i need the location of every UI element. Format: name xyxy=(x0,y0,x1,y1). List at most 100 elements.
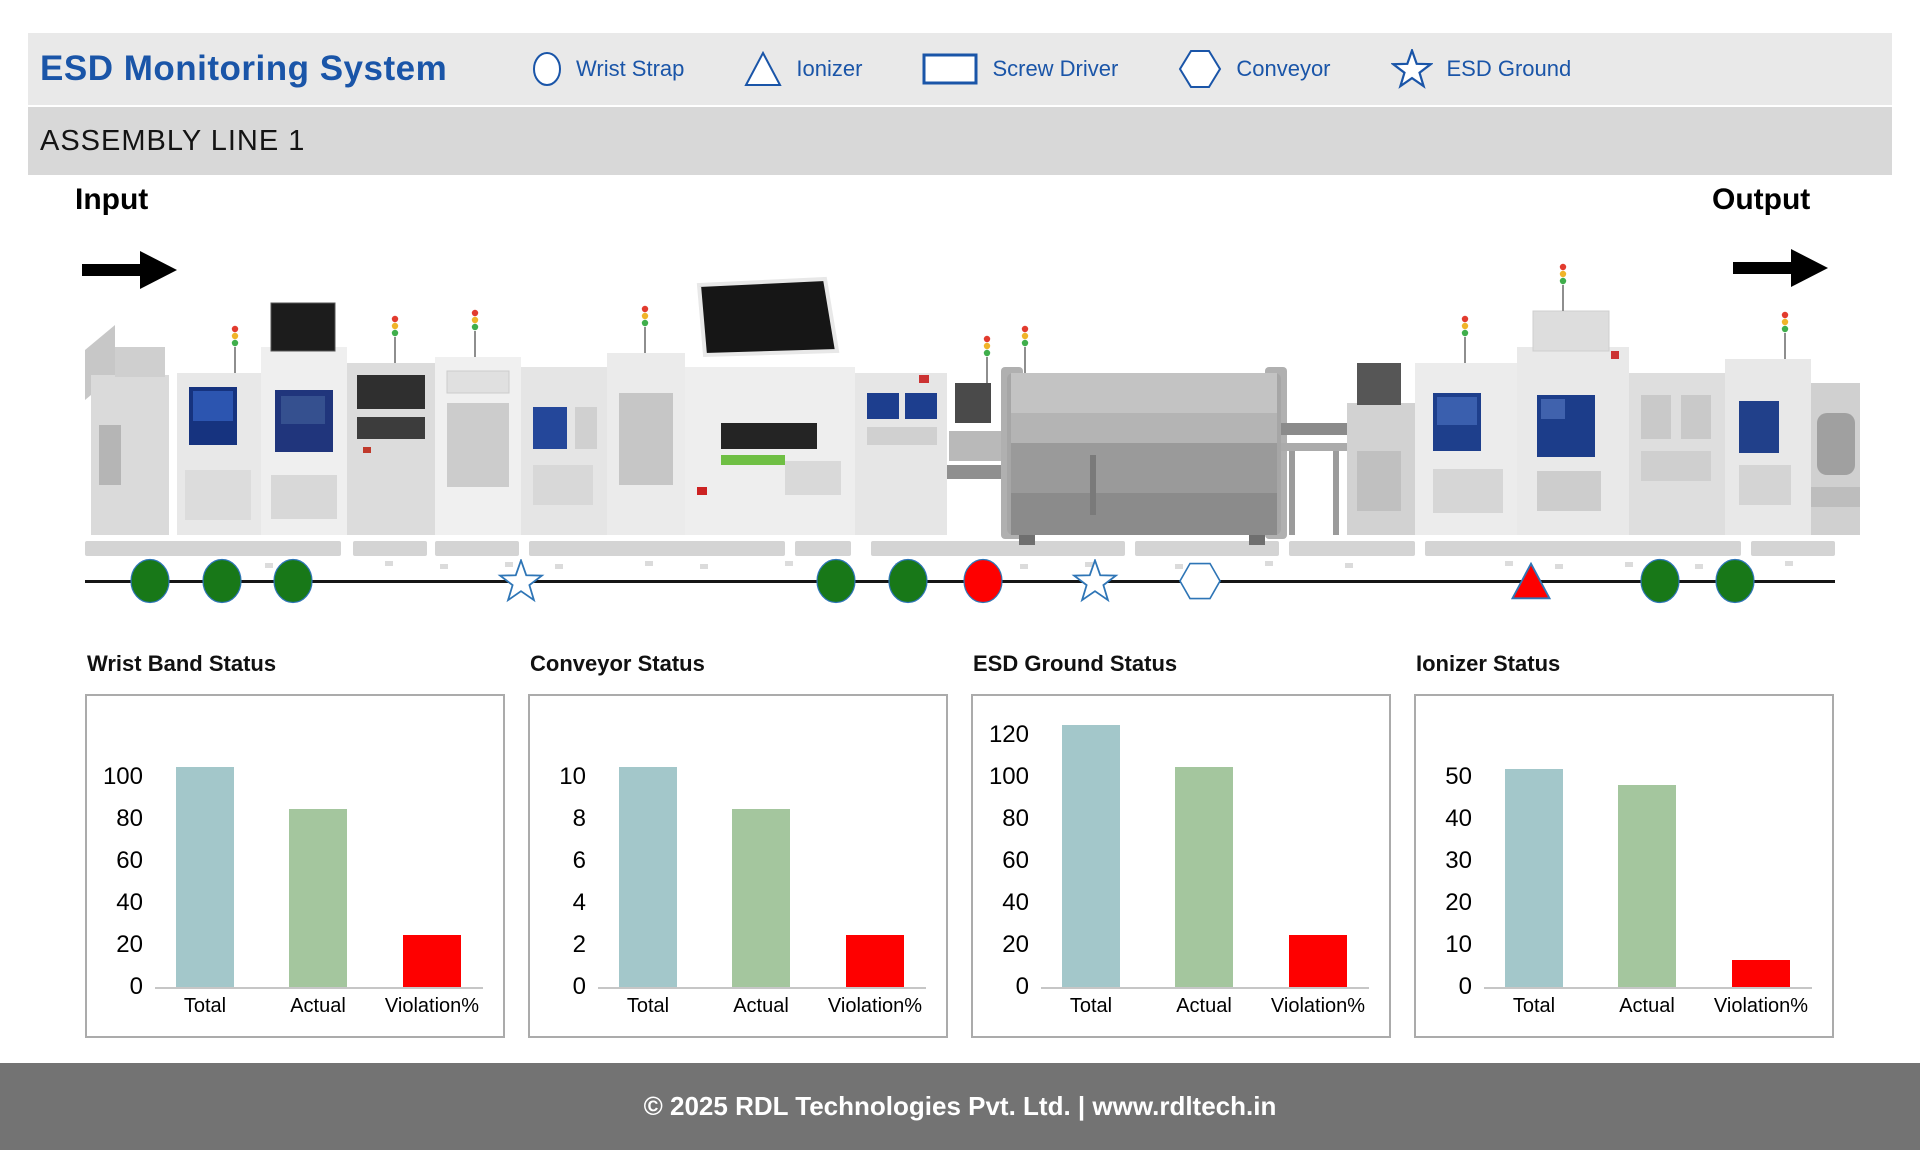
esd-ground-marker[interactable] xyxy=(497,559,545,603)
output-label: Output xyxy=(1712,183,1811,216)
wrist-strap-circle-icon xyxy=(533,52,561,86)
y-tick-label: 40 xyxy=(1445,805,1472,832)
x-axis xyxy=(1484,987,1812,989)
wrist-strap-marker[interactable] xyxy=(1715,558,1755,604)
y-tick-label: 0 xyxy=(1015,973,1029,1000)
y-tick-label: 6 xyxy=(572,847,586,874)
bar-total xyxy=(176,766,234,987)
legend-item-screw-driver: Screw Driver xyxy=(922,53,1118,85)
assembly-line-illustration xyxy=(85,263,1860,569)
conveyor-hexagon-icon xyxy=(1179,50,1222,88)
chart-conveyor: Conveyor Status 0 2 4 6 8 10 Total Actual Violat… xyxy=(528,642,948,1038)
status-track xyxy=(85,580,1835,583)
x-category-label: Total xyxy=(183,995,227,1017)
x-category-label: Violation% xyxy=(1713,995,1809,1017)
legend-label: Ionizer xyxy=(796,56,863,81)
chart-title: Conveyor Status xyxy=(530,651,705,676)
bar-violation xyxy=(846,934,904,987)
bar-actual xyxy=(1618,785,1676,987)
chart-title: Ionizer Status xyxy=(1416,651,1561,676)
x-category-label: Actual xyxy=(290,995,346,1017)
footer-text: © 2025 RDL Technologies Pvt. Ltd. | www.… xyxy=(643,1091,1277,1121)
x-category-label: Violation% xyxy=(384,995,480,1017)
bar-violation xyxy=(1732,959,1790,987)
screw-driver-rect-icon xyxy=(922,53,978,85)
wrist-strap-marker[interactable] xyxy=(887,558,928,604)
y-tick-label: 120 xyxy=(988,721,1029,748)
wrist-strap-marker[interactable] xyxy=(963,558,1003,604)
chart-esd-ground: ESD Ground Status 0 20 40 60 80 100 120 Total Ac… xyxy=(971,642,1391,1038)
legend-item-ionizer: Ionizer xyxy=(744,51,862,87)
assembly-line-label: ASSEMBLY LINE 1 xyxy=(40,124,306,157)
legend-item-esd-ground: ESD Ground xyxy=(1390,49,1572,89)
legend-label: ESD Ground xyxy=(1446,56,1572,81)
bar-actual xyxy=(1175,766,1233,987)
esd-ground-marker[interactable] xyxy=(1071,559,1119,603)
y-tick-label: 8 xyxy=(572,805,586,832)
chart-title: Wrist Band Status xyxy=(87,651,277,676)
wrist-strap-marker[interactable] xyxy=(273,558,313,604)
bar-actual xyxy=(289,808,347,987)
y-tick-label: 0 xyxy=(129,973,143,1000)
x-axis xyxy=(598,987,926,989)
legend-item-conveyor: Conveyor xyxy=(1178,49,1331,89)
legend-label: Screw Driver xyxy=(992,56,1119,81)
esd-ground-star-icon xyxy=(1390,49,1433,89)
status-line xyxy=(85,558,1835,604)
bar-total xyxy=(1062,724,1120,987)
x-axis xyxy=(155,987,483,989)
conveyor-marker[interactable] xyxy=(1177,561,1223,601)
legend-item-wrist-strap: Wrist Strap xyxy=(532,51,684,87)
y-tick-label: 20 xyxy=(116,931,143,958)
legend-label: Conveyor xyxy=(1236,56,1331,81)
output-arrow-icon xyxy=(1733,249,1828,287)
x-category-label: Total xyxy=(1512,995,1556,1017)
y-tick-label: 0 xyxy=(1458,973,1472,1000)
y-tick-label: 20 xyxy=(1002,931,1029,958)
footer: © 2025 RDL Technologies Pvt. Ltd. | www.… xyxy=(0,1063,1920,1150)
legend-label: Wrist Strap xyxy=(576,56,685,81)
chart-ionizer: Ionizer Status 0 10 20 30 40 50 Total Actual Vio… xyxy=(1414,642,1834,1038)
y-tick-label: 10 xyxy=(1445,931,1472,958)
esd-ground-chart-panel: 0 20 40 60 80 100 120 Total Actual Violation% xyxy=(971,694,1391,1038)
y-tick-label: 40 xyxy=(116,889,143,916)
bar-total xyxy=(619,766,677,987)
wrist-strap-marker[interactable] xyxy=(201,558,242,604)
y-tick-label: 50 xyxy=(1445,763,1472,790)
legend: Wrist Strap Ionizer Screw Driver Conveyo… xyxy=(532,49,1571,89)
y-tick-label: 40 xyxy=(1002,889,1029,916)
y-tick-label: 20 xyxy=(1445,889,1472,916)
ionizer-triangle-icon xyxy=(744,51,783,86)
chart-wrist-band: Wrist Band Status 0 20 40 60 80 100 Total Actua… xyxy=(85,642,505,1038)
bar-violation xyxy=(1289,934,1347,987)
x-category-label: Actual xyxy=(1619,995,1675,1017)
signal-towers xyxy=(231,263,1789,383)
x-category-label: Violation% xyxy=(1270,995,1366,1017)
input-arrow-icon xyxy=(82,251,177,289)
y-tick-label: 4 xyxy=(572,889,586,916)
x-category-label: Violation% xyxy=(827,995,923,1017)
ionizer-marker[interactable] xyxy=(1510,558,1552,604)
assembly-line-bar: ASSEMBLY LINE 1 xyxy=(28,107,1892,175)
y-tick-label: 80 xyxy=(1002,805,1029,832)
x-category-label: Total xyxy=(626,995,670,1017)
app-title: ESD Monitoring System xyxy=(40,49,448,88)
input-label: Input xyxy=(75,183,149,216)
header-bar: ESD Monitoring System Wrist Strap Ionize… xyxy=(28,33,1892,105)
wrist-band-chart-panel: 0 20 40 60 80 100 Total Actual Violation% xyxy=(85,694,505,1038)
y-tick-label: 0 xyxy=(572,973,586,1000)
wrist-strap-marker[interactable] xyxy=(1640,558,1680,604)
conveyor-chart-panel: 0 2 4 6 8 10 Total Actual Violation% xyxy=(528,694,948,1038)
y-tick-label: 2 xyxy=(572,931,586,958)
ionizer-chart-panel: 0 10 20 30 40 50 Total Actual Violation% xyxy=(1414,694,1834,1038)
x-axis xyxy=(1041,987,1369,989)
bar-actual xyxy=(732,808,790,987)
y-tick-label: 60 xyxy=(116,847,143,874)
x-category-label: Actual xyxy=(1176,995,1232,1017)
chart-title: ESD Ground Status xyxy=(973,651,1178,676)
y-tick-label: 30 xyxy=(1445,847,1472,874)
charts-row: Wrist Band Status 0 20 40 60 80 100 Total Actua… xyxy=(85,642,1834,1038)
wrist-strap-marker[interactable] xyxy=(130,558,170,604)
y-tick-label: 80 xyxy=(116,805,143,832)
wrist-strap-marker[interactable] xyxy=(816,558,856,604)
